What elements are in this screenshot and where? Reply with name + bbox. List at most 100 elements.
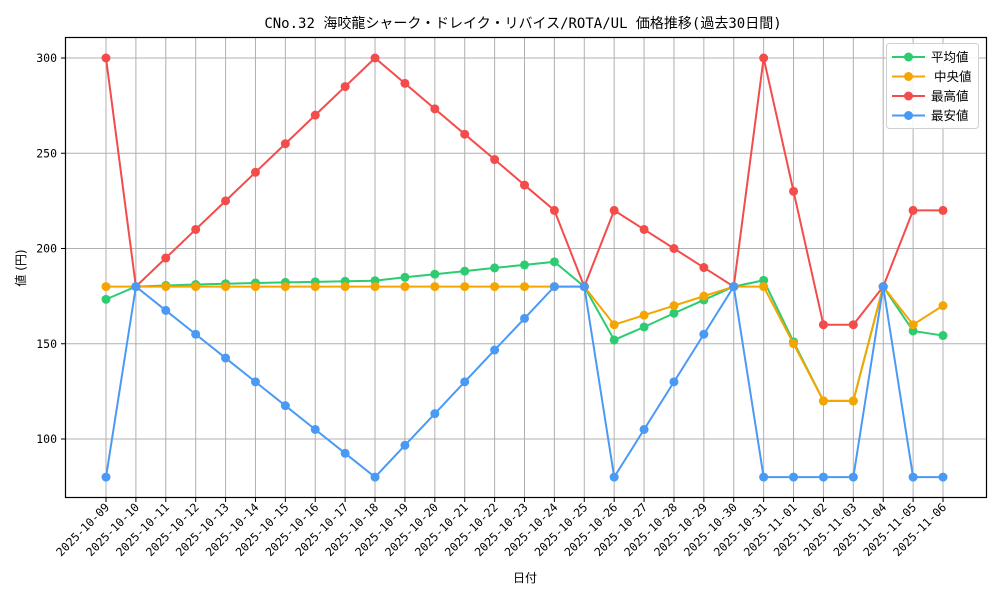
data-point bbox=[400, 282, 410, 292]
plot-area-frame bbox=[64, 36, 988, 499]
data-point bbox=[280, 282, 290, 292]
data-point bbox=[639, 224, 649, 234]
data-series bbox=[101, 53, 948, 482]
y-axis-label: 値 (円) bbox=[13, 249, 28, 286]
legend-item: 最高値 bbox=[892, 89, 969, 104]
data-point bbox=[460, 129, 470, 139]
data-point bbox=[221, 353, 231, 363]
data-point bbox=[669, 301, 679, 311]
data-point bbox=[520, 282, 529, 292]
data-point bbox=[639, 322, 649, 332]
data-point bbox=[310, 110, 320, 120]
data-point bbox=[221, 196, 231, 206]
data-point bbox=[609, 335, 619, 345]
data-point bbox=[221, 282, 231, 292]
data-point bbox=[669, 377, 679, 387]
data-point bbox=[400, 272, 410, 282]
legend-marker-icon bbox=[904, 72, 913, 81]
y-axis: 100 150 200 250 300 bbox=[36, 51, 65, 446]
data-point bbox=[250, 167, 260, 177]
data-point bbox=[340, 82, 350, 92]
data-point bbox=[520, 260, 529, 270]
data-point bbox=[789, 472, 799, 482]
data-point bbox=[759, 53, 769, 63]
data-point bbox=[669, 308, 679, 318]
data-point bbox=[280, 139, 290, 149]
legend-item: 平均値 bbox=[892, 50, 969, 65]
data-point bbox=[938, 331, 948, 341]
data-point bbox=[818, 320, 828, 330]
data-point bbox=[818, 396, 828, 406]
data-point bbox=[938, 472, 948, 482]
data-point bbox=[789, 186, 799, 196]
data-point bbox=[729, 282, 739, 292]
data-point bbox=[250, 282, 260, 292]
data-point bbox=[818, 472, 828, 482]
data-point bbox=[340, 448, 350, 458]
data-point bbox=[161, 305, 171, 315]
y-tick-label: 300 bbox=[36, 51, 57, 65]
data-point bbox=[699, 329, 709, 339]
data-point bbox=[609, 472, 619, 482]
data-point bbox=[609, 205, 619, 215]
data-point bbox=[699, 291, 709, 301]
data-point bbox=[549, 205, 559, 215]
data-point bbox=[460, 266, 470, 276]
legend-marker-icon bbox=[904, 111, 913, 120]
data-point bbox=[161, 282, 171, 292]
data-point bbox=[699, 263, 709, 273]
legend-label: 中央値 bbox=[934, 69, 972, 84]
data-point bbox=[430, 282, 440, 292]
legend-marker-icon bbox=[904, 52, 913, 62]
data-point bbox=[101, 472, 111, 482]
y-tick-label: 250 bbox=[36, 146, 57, 160]
legend-label: 最高値 bbox=[931, 89, 969, 104]
x-axis-label: 日付 bbox=[513, 571, 537, 585]
y-tick-label: 200 bbox=[36, 242, 57, 256]
data-point bbox=[370, 472, 380, 482]
data-point bbox=[938, 301, 948, 311]
data-point bbox=[430, 104, 440, 114]
data-point bbox=[908, 326, 918, 336]
legend-label: 平均値 bbox=[931, 50, 969, 65]
legend-box bbox=[886, 43, 979, 129]
data-point bbox=[191, 282, 201, 292]
data-point bbox=[490, 345, 500, 355]
data-point bbox=[789, 339, 799, 349]
y-tick-label: 150 bbox=[36, 337, 57, 351]
data-point bbox=[908, 472, 918, 482]
data-point bbox=[759, 275, 769, 285]
data-point bbox=[310, 282, 320, 292]
data-point bbox=[520, 313, 529, 323]
data-point bbox=[430, 409, 440, 419]
data-point bbox=[609, 320, 619, 330]
data-point bbox=[340, 282, 350, 292]
series-line bbox=[101, 282, 948, 482]
data-point bbox=[280, 401, 290, 411]
data-point bbox=[131, 282, 141, 292]
data-point bbox=[370, 282, 380, 292]
data-point bbox=[191, 329, 201, 339]
legend-item: 中央値 bbox=[892, 69, 972, 84]
data-point bbox=[400, 78, 410, 88]
data-point bbox=[101, 294, 111, 304]
data-point bbox=[639, 424, 649, 434]
data-point bbox=[161, 253, 171, 263]
data-point bbox=[191, 224, 201, 234]
legend-marker-icon bbox=[904, 91, 913, 101]
data-point bbox=[101, 282, 111, 292]
data-point bbox=[878, 282, 888, 292]
data-point bbox=[908, 320, 918, 330]
data-point bbox=[759, 282, 769, 292]
data-point bbox=[549, 282, 559, 292]
data-point bbox=[490, 155, 500, 165]
data-point bbox=[549, 257, 559, 267]
y-tick-label: 100 bbox=[36, 432, 57, 446]
data-point bbox=[490, 263, 500, 273]
data-point bbox=[669, 244, 679, 253]
data-point bbox=[759, 472, 769, 482]
data-point bbox=[460, 377, 470, 387]
data-point bbox=[520, 180, 529, 190]
